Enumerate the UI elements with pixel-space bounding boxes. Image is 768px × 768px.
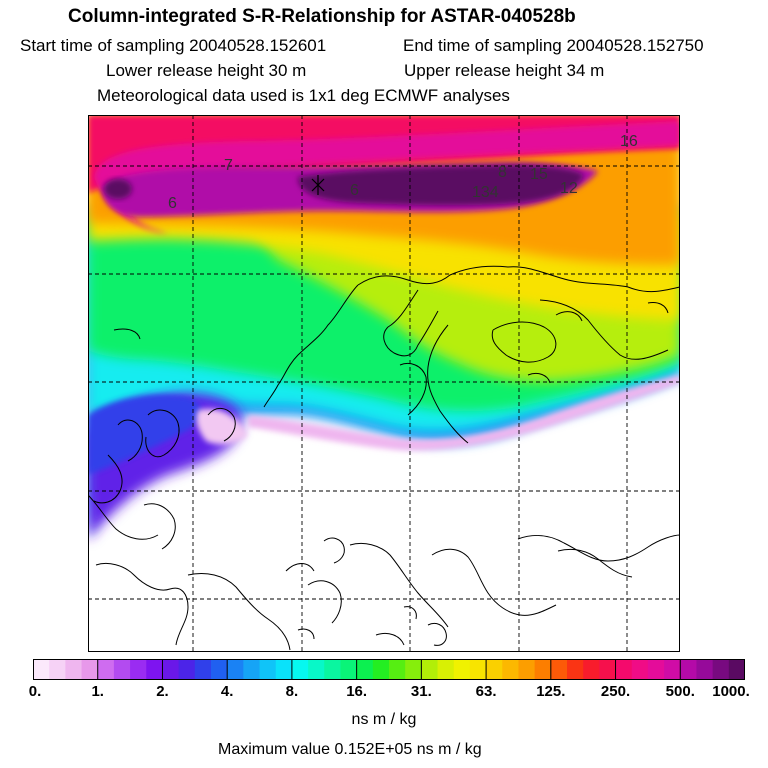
colorbar-tick-label: 2.: [156, 683, 169, 700]
colorbar-tick-label: 1.: [91, 683, 104, 700]
colorbar-cell: [680, 659, 698, 680]
colorbar-cell: [97, 659, 115, 680]
colorbar-cell: [65, 659, 83, 680]
colorbar-cell: [486, 659, 503, 680]
colorbar-tick-label: 125.: [536, 683, 566, 700]
contour-label: 15: [530, 166, 548, 183]
colorbar-cell: [389, 659, 406, 680]
contour-label: 6: [350, 182, 359, 199]
colorbar-tick-label: 500.: [665, 683, 695, 700]
colorbar-cell: [243, 659, 261, 680]
coastlines: [88, 265, 680, 651]
colorbar-cell: [518, 659, 536, 680]
colorbar-cell: [712, 659, 730, 680]
colorbar-cell: [81, 659, 99, 680]
release-site-marker: [311, 175, 325, 195]
colorbar-cell: [615, 659, 633, 680]
colorbar-cell: [405, 659, 422, 680]
colorbar-cell: [502, 659, 520, 680]
colorbar-cell: [275, 659, 293, 680]
colorbar-cell: [696, 659, 714, 680]
colorbar-cell: [211, 659, 228, 680]
start-time-label: Start time of sampling 20040528.152601: [20, 36, 327, 55]
colorbar-tick-label: 250.: [600, 683, 631, 700]
colorbar-unit: ns m / kg: [351, 711, 417, 728]
colorbar-cell: [728, 659, 745, 680]
colorbar-cell: [372, 659, 390, 680]
colorbar-cell: [453, 659, 471, 680]
colorbar-cell: [356, 659, 374, 680]
met-data-label: Meteorological data used is 1x1 deg ECMW…: [97, 86, 510, 105]
colorbar-tick-label: 4.: [220, 683, 234, 700]
contour-label: 7: [224, 157, 233, 174]
colorbar-cell: [647, 659, 665, 680]
colorbar-cell: [194, 659, 212, 680]
colorbar-cell: [437, 659, 455, 680]
contour-label: 12: [560, 180, 578, 197]
colorbar-cell: [631, 659, 649, 680]
colorbar-cell: [550, 659, 568, 680]
contour-label: 16: [620, 133, 638, 150]
colorbar-tick-label: 0.: [28, 683, 42, 700]
colorbar-cell: [469, 659, 487, 680]
max-value-label: Maximum value 0.152E+05 ns m / kg: [218, 741, 482, 758]
colorbar-cell: [308, 659, 325, 680]
colorbar-tick-label: 8.: [285, 683, 299, 700]
colorbar-cell: [146, 659, 164, 680]
plot-title: Column-integrated S-R-Relationship for A…: [68, 6, 576, 27]
grid-lines: [88, 115, 680, 652]
contour-label: 8: [498, 164, 507, 181]
contour-label: 6: [168, 195, 177, 212]
colorbar-tick-label: 16.: [346, 683, 368, 700]
colorbar-cell: [567, 659, 584, 680]
colorbar-cell: [324, 659, 342, 680]
colorbar-cell: [340, 659, 358, 680]
colorbar-tick-label: 1000.: [712, 683, 750, 700]
upper-height-label: Upper release height 34 m: [404, 61, 605, 80]
end-time-label: End time of sampling 20040528.152750: [403, 36, 704, 55]
colorbar-cell: [33, 659, 50, 680]
colorbar-cell: [291, 659, 309, 680]
colorbar-cell: [178, 659, 196, 680]
colorbar-cell: [259, 659, 277, 680]
lower-height-label: Lower release height 30 m: [106, 61, 307, 80]
colorbar: [33, 659, 745, 680]
colorbar-cell: [534, 659, 552, 680]
map-frame: [88, 115, 680, 652]
sensitivity-map: 16 7 6 6 8 15 12 134: [88, 115, 680, 652]
colorbar-cells: [33, 659, 745, 680]
colorbar-cell: [583, 659, 600, 680]
colorbar-cell: [227, 659, 244, 680]
colorbar-cell: [130, 659, 147, 680]
colorbar-cell: [113, 659, 131, 680]
colorbar-cell: [162, 659, 180, 680]
colorbar-cell: [49, 659, 66, 680]
colorbar-tick-label: 63.: [475, 683, 497, 700]
colorbar-cell: [421, 659, 439, 680]
colorbar-cell: [664, 659, 681, 680]
colorbar-tick-label: 31.: [410, 683, 432, 700]
colorbar-cell: [599, 659, 617, 680]
contour-label: 134: [472, 184, 499, 201]
